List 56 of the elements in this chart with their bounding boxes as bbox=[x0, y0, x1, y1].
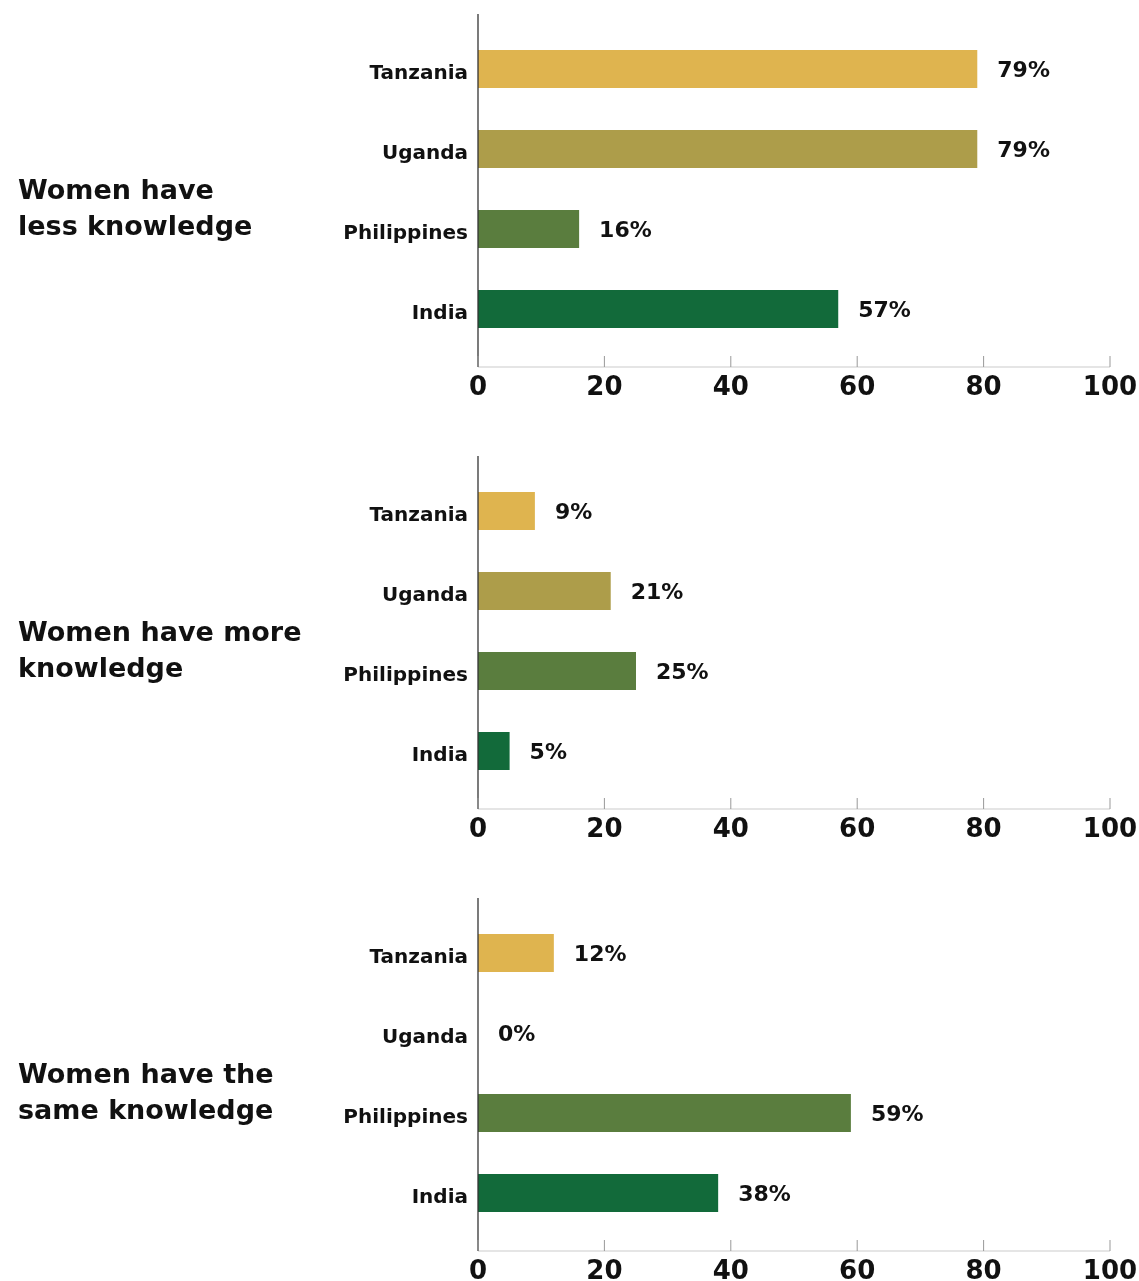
text: Women have more knowledge bbox=[18, 616, 302, 683]
bar bbox=[478, 492, 535, 530]
x-tick-label: 80 bbox=[965, 813, 1002, 843]
data-label: 16% bbox=[599, 217, 652, 242]
bar bbox=[478, 1174, 719, 1212]
bar bbox=[478, 210, 580, 248]
data-label: 25% bbox=[656, 659, 709, 684]
x-tick-label: 60 bbox=[839, 371, 876, 401]
bar bbox=[478, 50, 978, 88]
y-tick-label: Uganda bbox=[381, 140, 468, 164]
x-tick-label: 40 bbox=[712, 813, 749, 843]
data-label: 0% bbox=[498, 1021, 536, 1046]
x-tick-label: 60 bbox=[839, 1255, 876, 1281]
y-tick-label: Philippines bbox=[343, 1104, 468, 1128]
x-tick-label: 80 bbox=[965, 1255, 1002, 1281]
x-tick-label: 80 bbox=[965, 371, 1002, 401]
text: Women have the same knowledge bbox=[18, 1058, 274, 1125]
x-tick-label: 0 bbox=[468, 1255, 488, 1281]
y-tick-label: Uganda bbox=[381, 1024, 468, 1048]
data-label: 57% bbox=[858, 297, 911, 322]
y-tick-label: Uganda bbox=[381, 582, 468, 606]
bar bbox=[478, 652, 636, 690]
bar bbox=[478, 732, 510, 770]
data-label: 79% bbox=[997, 137, 1050, 162]
data-label: 5% bbox=[529, 739, 567, 764]
x-tick-label: 0 bbox=[468, 371, 488, 401]
bar bbox=[478, 572, 611, 610]
x-tick-label: 60 bbox=[839, 813, 876, 843]
y-tick-label: India bbox=[411, 300, 468, 324]
bar bbox=[478, 1094, 851, 1132]
x-tick-label: 20 bbox=[586, 371, 623, 401]
x-tick-label: 40 bbox=[712, 1255, 749, 1281]
bar bbox=[478, 934, 554, 972]
y-tick-label: India bbox=[411, 742, 468, 766]
x-tick-label: 40 bbox=[712, 371, 749, 401]
data-label: 79% bbox=[997, 57, 1050, 82]
x-tick-label: 100 bbox=[1082, 371, 1138, 401]
data-label: 59% bbox=[870, 1101, 924, 1126]
data-label: 9% bbox=[554, 499, 593, 524]
y-tick-label: Tanzania bbox=[369, 60, 468, 84]
data-label: 38% bbox=[738, 1181, 791, 1206]
y-tick-label: Philippines bbox=[343, 220, 468, 244]
x-tick-label: 0 bbox=[468, 813, 488, 843]
x-tick-label: 20 bbox=[586, 1255, 623, 1281]
bar bbox=[478, 130, 978, 168]
y-tick-label: Tanzania bbox=[369, 502, 468, 526]
y-tick-label: India bbox=[411, 1184, 468, 1208]
data-label: 21% bbox=[630, 579, 684, 604]
x-tick-label: 100 bbox=[1082, 1255, 1138, 1281]
data-label: 12% bbox=[573, 941, 627, 966]
bar bbox=[478, 290, 839, 328]
x-tick-label: 20 bbox=[586, 813, 623, 843]
x-tick-label: 100 bbox=[1082, 813, 1138, 843]
y-tick-label: Philippines bbox=[343, 662, 468, 686]
y-tick-label: Tanzania bbox=[369, 944, 468, 968]
text: Women have less knowledge bbox=[18, 174, 253, 241]
